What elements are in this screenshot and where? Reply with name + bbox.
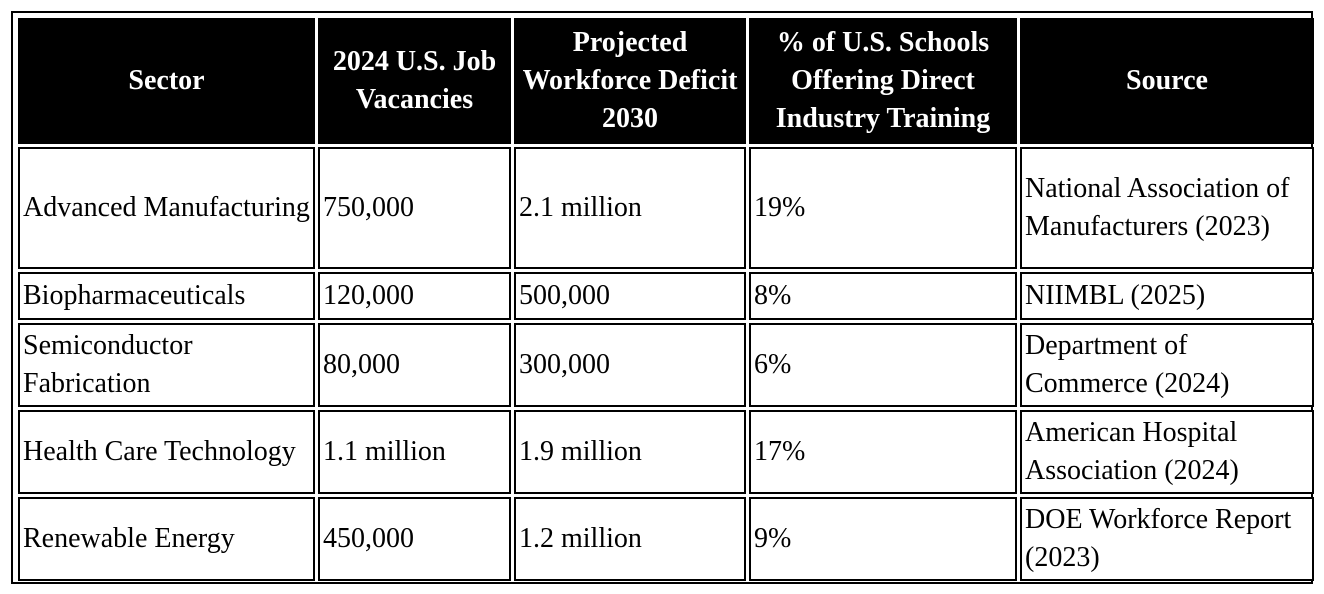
table-body: Advanced Manufacturing 750,000 2.1 milli… [18,147,1314,581]
cell-schools-training: 8% [749,272,1017,320]
cell-job-vacancies: 1.1 million [318,410,511,494]
cell-sector: Renewable Energy [18,497,315,581]
cell-job-vacancies: 120,000 [318,272,511,320]
cell-workforce-deficit: 300,000 [514,323,746,407]
header-row: Sector 2024 U.S. Job Vacancies Projected… [18,18,1314,144]
cell-schools-training: 19% [749,147,1017,269]
data-table-frame: Sector 2024 U.S. Job Vacancies Projected… [11,11,1314,584]
cell-workforce-deficit: 2.1 million [514,147,746,269]
cell-source: DOE Workforce Report (2023) [1020,497,1314,581]
cell-job-vacancies: 750,000 [318,147,511,269]
cell-job-vacancies: 80,000 [318,323,511,407]
cell-sector: Biopharmaceuticals [18,272,315,320]
cell-schools-training: 17% [749,410,1017,494]
header-sector: Sector [18,18,315,144]
workforce-table: Sector 2024 U.S. Job Vacancies Projected… [15,15,1317,584]
cell-sector: Health Care Technology [18,410,315,494]
table-row: Renewable Energy 450,000 1.2 million 9% … [18,497,1314,581]
header-schools-training: % of U.S. Schools Offering Direct Indust… [749,18,1017,144]
cell-source: National Association of Manufacturers (2… [1020,147,1314,269]
cell-schools-training: 9% [749,497,1017,581]
cell-schools-training: 6% [749,323,1017,407]
cell-workforce-deficit: 1.2 million [514,497,746,581]
table-row: Advanced Manufacturing 750,000 2.1 milli… [18,147,1314,269]
cell-source: American Hospital Association (2024) [1020,410,1314,494]
header-source: Source [1020,18,1314,144]
header-job-vacancies: 2024 U.S. Job Vacancies [318,18,511,144]
cell-source: Department of Commerce (2024) [1020,323,1314,407]
header-workforce-deficit: Projected Workforce Deficit 2030 [514,18,746,144]
cell-job-vacancies: 450,000 [318,497,511,581]
table-header: Sector 2024 U.S. Job Vacancies Projected… [18,18,1314,144]
cell-source: NIIMBL (2025) [1020,272,1314,320]
table-row: Health Care Technology 1.1 million 1.9 m… [18,410,1314,494]
cell-sector: Advanced Manufacturing [18,147,315,269]
cell-workforce-deficit: 1.9 million [514,410,746,494]
cell-workforce-deficit: 500,000 [514,272,746,320]
cell-sector: Semiconductor Fabrication [18,323,315,407]
table-row: Semiconductor Fabrication 80,000 300,000… [18,323,1314,407]
table-row: Biopharmaceuticals 120,000 500,000 8% NI… [18,272,1314,320]
